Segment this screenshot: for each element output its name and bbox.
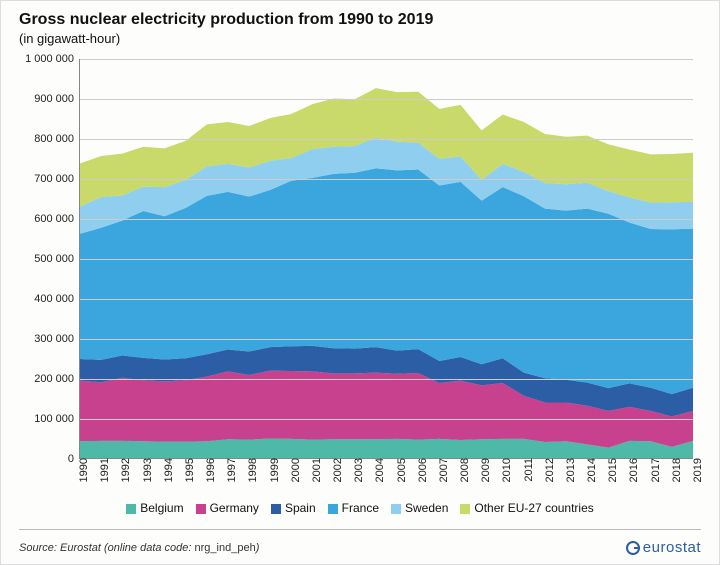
chart-container: Gross nuclear electricity production fro… (0, 0, 720, 565)
x-axis-label: 2000 (288, 458, 302, 482)
x-axis-label: 1990 (76, 458, 90, 482)
y-axis-label: 1 000 000 (25, 53, 80, 65)
footer-divider (19, 529, 701, 530)
x-axis-label: 2014 (584, 458, 598, 482)
legend-item-belgium: Belgium (126, 501, 183, 515)
legend-item-france: France (328, 501, 379, 515)
source-code: nrg_ind_peh (195, 542, 256, 554)
x-axis-label: 2008 (457, 458, 471, 482)
legend-label: Other EU-27 countries (474, 501, 593, 515)
x-axis-label: 1998 (245, 458, 259, 482)
legend-label: France (342, 501, 379, 515)
legend-item-spain: Spain (271, 501, 316, 515)
gridline (80, 339, 693, 340)
x-axis-label: 2012 (542, 458, 556, 482)
gridline (80, 59, 693, 60)
source-prefix: Source: (19, 542, 57, 554)
legend-label: Belgium (140, 501, 183, 515)
legend-label: Germany (210, 501, 259, 515)
x-axis-label: 1999 (267, 458, 281, 482)
eurostat-logo-icon (626, 541, 640, 555)
x-axis-label: 2009 (478, 458, 492, 482)
y-axis-label: 900 000 (34, 93, 80, 105)
gridline (80, 259, 693, 260)
x-axis-label: 1995 (182, 458, 196, 482)
chart-plot-area: 0100 000200 000300 000400 000500 000600 … (79, 59, 693, 459)
source-text: Eurostat (online data code: (60, 542, 195, 554)
x-axis-label: 2006 (415, 458, 429, 482)
gridline (80, 299, 693, 300)
chart-subtitle: (in gigawatt-hour) (19, 31, 433, 46)
x-axis-label: 1994 (161, 458, 175, 482)
x-axis-label: 2001 (309, 458, 323, 482)
eurostat-logo-text: eurostat (643, 539, 701, 556)
x-axis-label: 2011 (521, 458, 535, 482)
x-axis-label: 1996 (203, 458, 217, 482)
legend-item-sweden: Sweden (391, 501, 448, 515)
y-axis-label: 700 000 (34, 173, 80, 185)
gridline (80, 379, 693, 380)
source-suffix: ) (256, 542, 260, 554)
chart-title: Gross nuclear electricity production fro… (19, 11, 433, 29)
x-axis-label: 2004 (372, 458, 386, 482)
y-axis-label: 500 000 (34, 253, 80, 265)
eurostat-logo: eurostat (626, 539, 701, 556)
x-axis-label: 1997 (224, 458, 238, 482)
legend: Belgium Germany Spain France Sweden Other EU-… (1, 501, 719, 515)
x-axis-label: 2019 (690, 458, 704, 482)
x-axis-label: 1992 (118, 458, 132, 482)
x-axis-label: 2017 (648, 458, 662, 482)
legend-swatch (460, 504, 470, 514)
legend-item-other-eu-27-countries: Other EU-27 countries (460, 501, 593, 515)
title-block: Gross nuclear electricity production fro… (19, 11, 433, 46)
x-axis-label: 1991 (97, 458, 111, 482)
x-axis-label: 1993 (140, 458, 154, 482)
legend-swatch (391, 504, 401, 514)
y-axis-label: 200 000 (34, 373, 80, 385)
y-axis-label: 600 000 (34, 213, 80, 225)
x-axis-label: 2018 (669, 458, 683, 482)
legend-label: Sweden (405, 501, 448, 515)
legend-swatch (271, 504, 281, 514)
y-axis-label: 300 000 (34, 333, 80, 345)
gridline (80, 219, 693, 220)
x-axis-label: 2007 (436, 458, 450, 482)
x-axis-label: 2010 (499, 458, 513, 482)
legend-swatch (196, 504, 206, 514)
x-axis-label: 2016 (626, 458, 640, 482)
source-citation: Source: Eurostat (online data code: nrg_… (19, 542, 259, 554)
x-axis-label: 2002 (330, 458, 344, 482)
legend-item-germany: Germany (196, 501, 259, 515)
y-axis-label: 800 000 (34, 133, 80, 145)
y-axis-label: 400 000 (34, 293, 80, 305)
y-axis-label: 100 000 (34, 413, 80, 425)
gridline (80, 419, 693, 420)
gridline (80, 139, 693, 140)
legend-label: Spain (285, 501, 316, 515)
legend-swatch (126, 504, 136, 514)
gridline (80, 179, 693, 180)
gridline (80, 99, 693, 100)
x-axis-label: 2013 (563, 458, 577, 482)
x-axis-label: 2003 (351, 458, 365, 482)
x-axis-label: 2005 (394, 458, 408, 482)
legend-swatch (328, 504, 338, 514)
x-axis-label: 2015 (605, 458, 619, 482)
